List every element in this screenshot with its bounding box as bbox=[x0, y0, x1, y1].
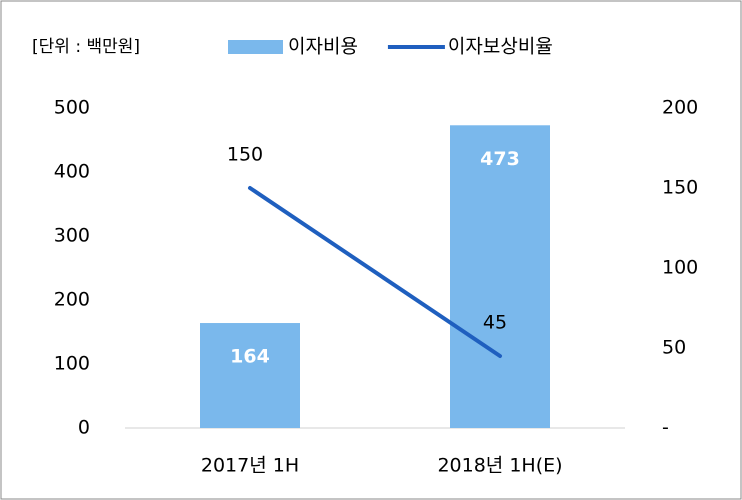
y-tick-label: 300 bbox=[54, 225, 90, 247]
y2-tick-label: 50 bbox=[662, 337, 686, 359]
line-value-label: 150 bbox=[227, 144, 263, 166]
y-tick-label: 0 bbox=[78, 417, 90, 439]
bar bbox=[450, 125, 550, 428]
y-tick-label: 200 bbox=[54, 289, 90, 311]
line-value-label: 45 bbox=[483, 312, 507, 334]
y2-tick-label: - bbox=[662, 417, 669, 439]
bar-value-label: 473 bbox=[480, 148, 520, 170]
y2-tick-label: 150 bbox=[662, 177, 698, 199]
y2-tick-label: 100 bbox=[662, 257, 698, 279]
y-tick-label: 500 bbox=[54, 97, 90, 119]
bar bbox=[200, 323, 300, 428]
legend-label: 이자비용 bbox=[288, 36, 358, 58]
x-tick-label: 2017년 1H bbox=[201, 455, 299, 477]
y-tick-label: 100 bbox=[54, 353, 90, 375]
line bbox=[248, 186, 502, 358]
legend-swatch bbox=[228, 40, 283, 54]
bar-value-label: 164 bbox=[230, 346, 270, 368]
y-tick-label: 400 bbox=[54, 161, 90, 183]
y2-tick-label: 200 bbox=[662, 97, 698, 119]
legend-label: 이자보상비율 bbox=[448, 36, 553, 58]
unit-annotation: [단위 : 백만원] bbox=[32, 37, 140, 57]
x-tick-label: 2018년 1H(E) bbox=[437, 455, 562, 477]
